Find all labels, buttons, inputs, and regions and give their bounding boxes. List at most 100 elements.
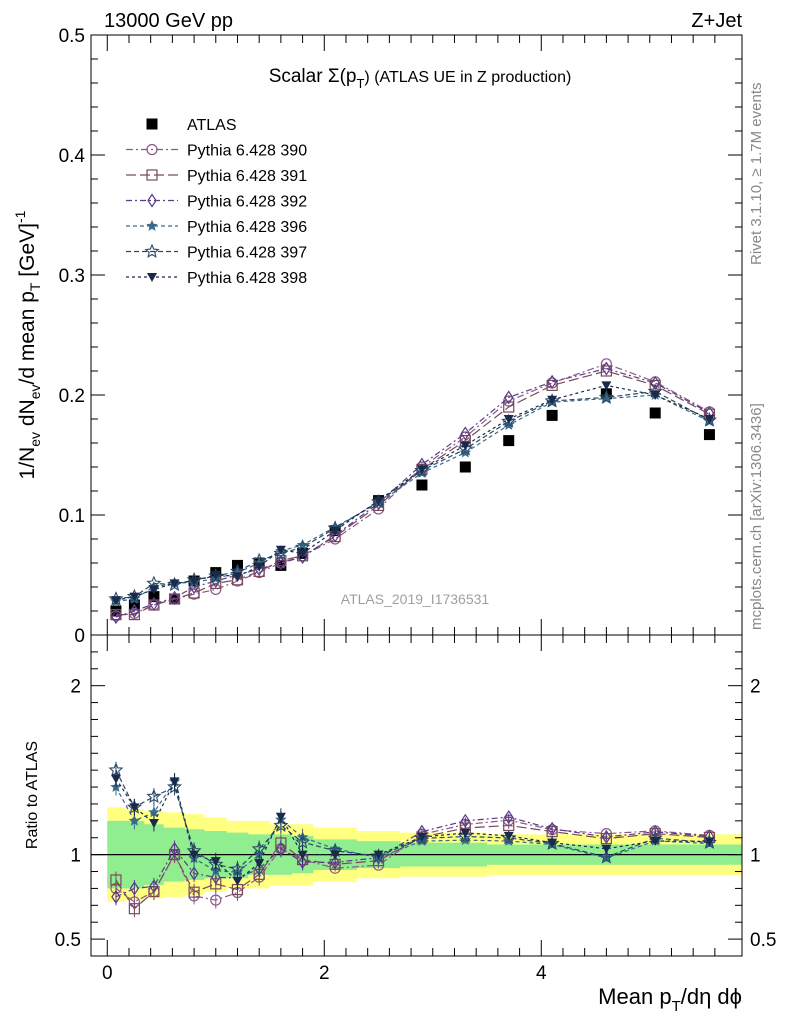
ratio-plot-frame <box>90 634 743 957</box>
ratio-point <box>210 857 221 867</box>
series-point <box>254 562 265 572</box>
main-y-axis-title: 1/Nev dNev/d mean pT [GeV]-1 <box>12 210 43 479</box>
series-point <box>111 609 121 625</box>
series-point <box>110 608 122 621</box>
ratio-point <box>169 777 180 787</box>
series-line <box>115 394 710 602</box>
series-point <box>704 415 715 424</box>
series-pythia-6-428-390 <box>110 358 716 622</box>
ratio-y-axis-title: Ratio to ATLAS <box>24 741 41 849</box>
ratio-point <box>330 855 340 870</box>
main-plot-content <box>108 358 717 625</box>
y-tick-label: 0 <box>74 626 85 647</box>
ratio-pythia-6-428-398 <box>110 770 715 890</box>
series-point <box>129 603 140 619</box>
ratio-y-tick-label: 2 <box>70 677 81 698</box>
energy-label: 13000 GeV pp <box>104 10 233 32</box>
series-pythia-6-428-396 <box>110 389 716 607</box>
ratio-point <box>110 774 121 784</box>
ratio-point <box>251 841 267 856</box>
series-point <box>148 585 159 595</box>
y-tick-label: 0.5 <box>59 26 85 47</box>
ratio-point <box>275 812 286 822</box>
data-point <box>546 409 558 421</box>
series-point <box>460 441 471 451</box>
ratio-point <box>273 817 289 832</box>
ratio-point <box>704 837 715 847</box>
data-point <box>703 429 715 441</box>
legend-label: Pythia 6.428 391 <box>187 168 307 185</box>
series-point <box>296 539 309 550</box>
main-panel: 0 0.1 0.2 0.3 0.4 0.5 <box>59 26 743 647</box>
ratio-y-axis: 0.5 0.5 1 1 2 2 <box>55 651 776 951</box>
ratio-point <box>547 821 557 836</box>
legend-marker <box>146 169 158 181</box>
ratio-point <box>601 844 612 854</box>
legend-marker <box>147 193 157 208</box>
data-point <box>459 461 471 473</box>
ratio-y-tick-label: 1 <box>70 846 81 867</box>
ratio-point <box>210 894 222 906</box>
series-point <box>210 583 222 596</box>
analysis-watermark: ATLAS_2019_I1736531 <box>341 591 490 607</box>
x-tick-label: 2 <box>319 963 330 984</box>
series-point <box>188 587 200 599</box>
ratio-point <box>148 806 160 818</box>
series-point <box>460 426 471 441</box>
legend-label: Pythia 6.428 396 <box>187 219 307 236</box>
ratio-point <box>211 870 221 885</box>
series-point <box>504 390 514 405</box>
ratio-y-tick-label-right: 2 <box>750 677 761 698</box>
plot-title: Scalar Σ(pT) (ATLAS UE in Z production) <box>269 66 572 91</box>
ratio-point <box>254 859 265 869</box>
legend-marker <box>146 143 158 156</box>
series-point <box>210 571 221 580</box>
series-point <box>297 549 308 565</box>
series-point <box>416 465 427 475</box>
series-line <box>115 384 710 601</box>
main-x-axis-ticks <box>106 35 716 635</box>
ratio-point <box>149 879 159 894</box>
ratio-point <box>110 874 122 886</box>
series-point <box>275 545 286 555</box>
series-point <box>276 555 286 571</box>
legend-label: Pythia 6.428 397 <box>187 245 307 262</box>
series-point <box>501 413 517 428</box>
ratio-y-tick-label: 0.5 <box>55 930 81 951</box>
ratio-point <box>129 803 140 813</box>
series-point <box>598 389 614 404</box>
legend-marker <box>144 243 160 258</box>
ratio-point <box>416 833 427 843</box>
ratio-point <box>167 779 183 794</box>
series-point <box>275 554 287 567</box>
legend: ATLAS Pythia 6.428 390 Pythia 6.428 391 Pyt… <box>126 117 307 287</box>
series-point <box>297 549 308 559</box>
ratio-point <box>457 828 473 843</box>
series-point <box>601 381 612 391</box>
ratio-point <box>232 876 243 886</box>
ratio-panel: 0.5 0.5 1 1 2 2 0 2 4 <box>55 634 776 984</box>
legend-label: Pythia 6.428 392 <box>187 194 307 211</box>
main-y-axis: 0 0.1 0.2 0.3 0.4 0.5 <box>59 26 742 647</box>
ratio-point <box>373 850 384 860</box>
mcplots-label: mcplots.cern.ch [arXiv:1306.3436] <box>748 403 765 630</box>
series-point <box>149 596 159 611</box>
ratio-point <box>504 810 514 825</box>
ratio-point <box>650 836 661 846</box>
legend-label: ATLAS <box>187 117 237 134</box>
ratio-point <box>148 818 159 828</box>
series-point <box>546 379 558 391</box>
x-axis-title: Mean pT/dη dϕ <box>598 984 742 1015</box>
legend-item: Pythia 6.428 398 <box>126 270 307 287</box>
ratio-point <box>297 855 308 870</box>
legend-marker <box>147 273 157 282</box>
series-point <box>373 496 384 506</box>
series-point <box>600 358 612 370</box>
series-point <box>330 526 341 536</box>
ratio-point <box>129 881 140 896</box>
data-point <box>416 479 428 491</box>
ratio-point <box>330 850 341 860</box>
ratio-point <box>254 861 264 876</box>
series-point <box>503 401 515 413</box>
ratio-point <box>189 866 199 881</box>
